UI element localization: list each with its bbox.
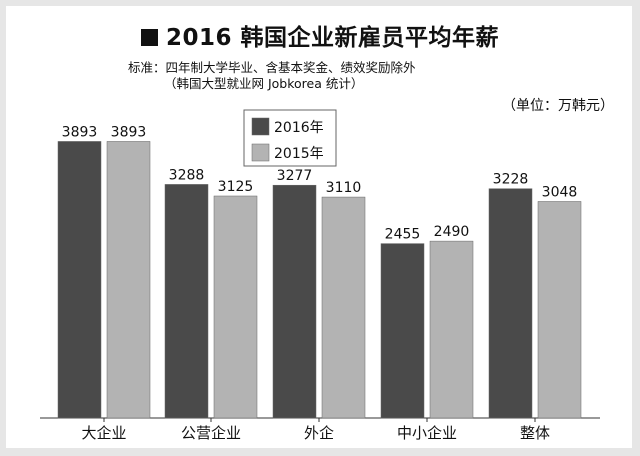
bar-2016 <box>57 141 102 419</box>
bar-value-label: 2490 <box>434 224 470 240</box>
x-tick-label: 整体 <box>520 424 550 442</box>
x-tick-label: 公营企业 <box>181 424 241 442</box>
bar-value-label: 3125 <box>218 179 254 195</box>
bar-value-label: 3048 <box>542 184 578 200</box>
chart-unit-label: （单位：万韩元） <box>502 98 614 114</box>
bar-2015 <box>321 196 366 419</box>
bar-2016 <box>164 184 209 419</box>
bar-2016 <box>380 243 425 419</box>
bar-value-label: 2455 <box>385 227 421 243</box>
legend-label: 2015年 <box>274 146 324 162</box>
x-tick-label: 中小企业 <box>397 424 457 442</box>
legend-label: 2016年 <box>274 120 324 136</box>
bar-value-label: 3288 <box>169 167 205 183</box>
legend-swatch <box>251 117 270 136</box>
bar-value-label: 3228 <box>493 172 529 188</box>
bar-2015 <box>213 195 258 419</box>
bar-2016 <box>272 184 317 419</box>
chart-note-source: （韩国大型就业网 Jobkorea 统计） <box>164 76 364 91</box>
title-square-marker <box>140 29 158 46</box>
chart-title: 2016 韩国企业新雇员平均年薪 <box>0 18 640 52</box>
chart-title-text: 2016 韩国企业新雇员平均年薪 <box>165 25 500 51</box>
bar-value-label: 3277 <box>277 168 313 184</box>
bar-2016 <box>488 188 533 419</box>
x-tick-label: 外企 <box>304 424 334 442</box>
bar-2015 <box>106 141 151 419</box>
bar-2015 <box>429 240 474 419</box>
bar-value-label: 3893 <box>111 124 147 140</box>
bar-2015 <box>537 201 582 419</box>
chart-note-standard: 标准：四年制大学毕业、含基本奖金、绩效奖励除外 <box>128 60 416 75</box>
legend-swatch <box>251 143 270 162</box>
x-tick-label: 大企业 <box>81 424 126 442</box>
bar-value-label: 3893 <box>62 124 98 140</box>
bar-value-label: 3110 <box>326 180 362 196</box>
